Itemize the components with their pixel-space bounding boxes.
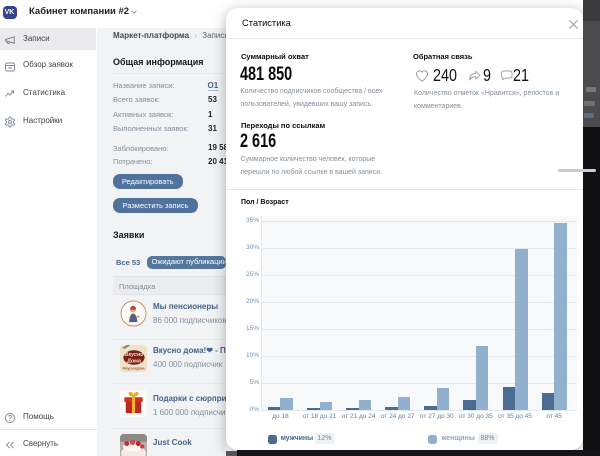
svg-text:Дома: Дома [126,358,141,364]
svg-text:Вкусно: Вкусно [124,352,144,358]
svg-text:#вкусноедома: #вкусноедома [122,366,144,370]
